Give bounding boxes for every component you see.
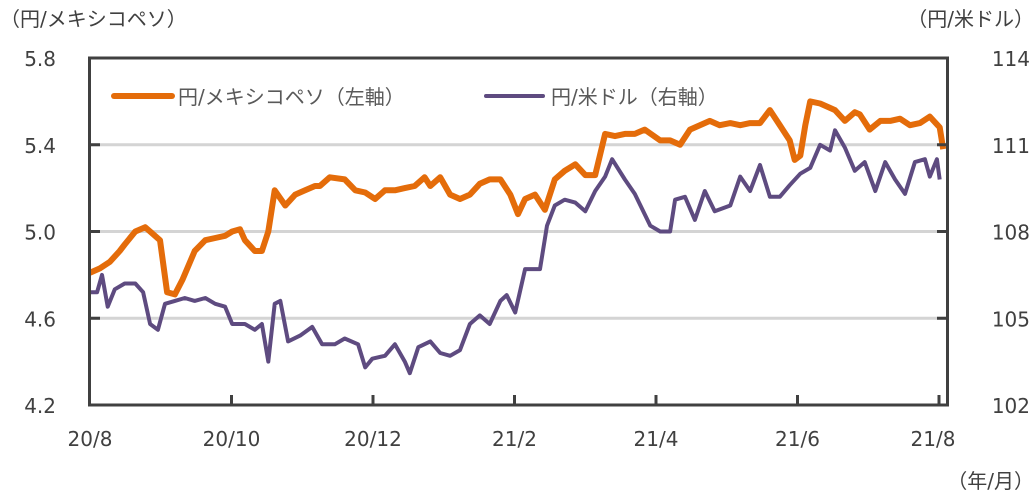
legend: 円/メキシコペソ（左軸） 円/米ドル（右軸） [111, 85, 718, 109]
x-tick-label: 21/2 [492, 427, 537, 451]
right-tick-label: 114 [992, 47, 1030, 71]
left-tick-label: 5.4 [24, 134, 56, 158]
right-tick-label: 102 [992, 394, 1030, 418]
x-tick-label: 21/8 [911, 427, 956, 451]
plot-frame [88, 56, 949, 407]
series-lines [88, 98, 947, 376]
axis-labels: 4.2 4.6 5.0 5.4 5.8 102 105 108 111 114 20/8 20/10 2… [24, 47, 1030, 451]
x-axis-unit: （年/月） [947, 469, 1034, 493]
axis-ticks [90, 56, 947, 407]
x-tick-label: 21/6 [775, 427, 820, 451]
legend-label-usd: 円/米ドル（右軸） [551, 85, 718, 109]
x-tick-label: 20/8 [68, 427, 113, 451]
legend-label-mxn: 円/メキシコペソ（左軸） [178, 85, 405, 109]
right-axis-title: （円/米ドル） [907, 7, 1034, 31]
right-tick-label: 108 [992, 221, 1030, 245]
left-tick-label: 5.8 [24, 47, 56, 71]
left-tick-label: 5.0 [24, 221, 56, 245]
x-tick-label: 20/12 [344, 427, 402, 451]
left-axis-title: （円/メキシコペソ） [0, 7, 187, 31]
left-tick-label: 4.6 [24, 307, 56, 331]
x-tick-label: 21/4 [634, 427, 679, 451]
x-tick-label: 20/10 [203, 427, 261, 451]
series-line-mxn [88, 98, 947, 298]
right-tick-label: 105 [992, 307, 1030, 331]
left-tick-label: 4.2 [24, 394, 56, 418]
right-tick-label: 111 [992, 134, 1030, 158]
series-line-usd [90, 128, 942, 376]
